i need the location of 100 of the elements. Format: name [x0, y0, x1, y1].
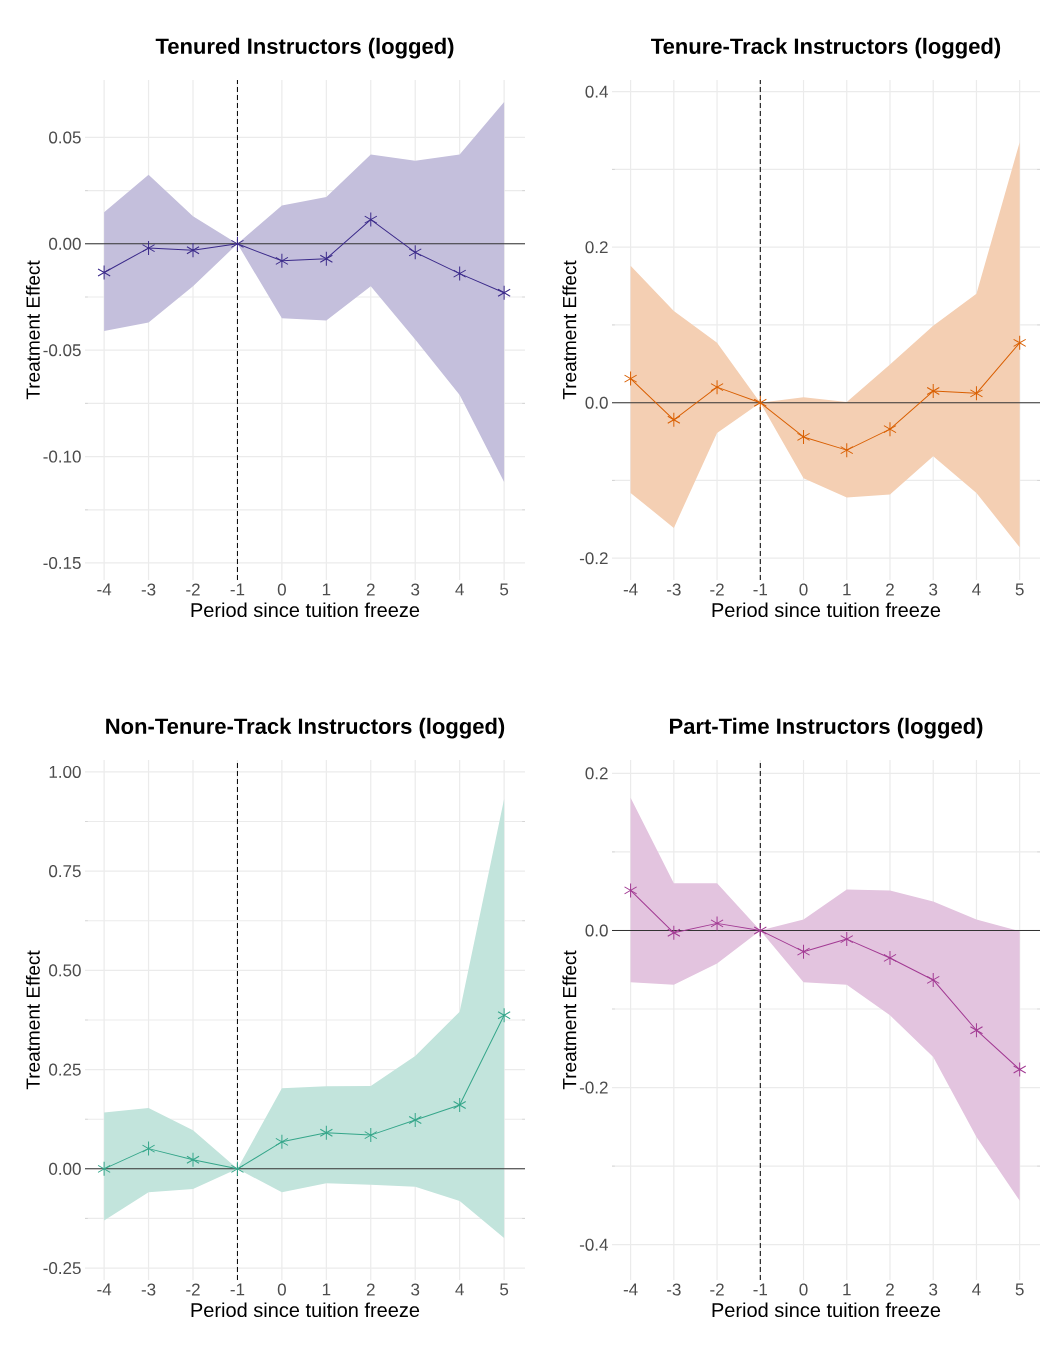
- point: [230, 1161, 245, 1177]
- x-tick-label: -4: [97, 583, 112, 596]
- x-tick-label: 4: [455, 1283, 464, 1296]
- x-tick-label: 0: [799, 1283, 808, 1296]
- x-tick-label: 1: [322, 1283, 331, 1296]
- y-tick-label: -0.2: [579, 552, 608, 565]
- x-tick-label: 5: [1015, 1283, 1024, 1296]
- x-tick-label: 4: [972, 583, 981, 596]
- x-tick-label: 3: [929, 1283, 938, 1296]
- x-tick-label: -2: [186, 583, 200, 596]
- point: [840, 442, 854, 458]
- x-tick-label: 4: [972, 1283, 981, 1296]
- y-tick-label: 0.25: [49, 1063, 81, 1076]
- chart-title: Part-Time Instructors (logged): [669, 717, 983, 739]
- x-tick-label: -4: [623, 583, 638, 596]
- point: [497, 1007, 511, 1023]
- x-tick-label: 1: [843, 583, 851, 596]
- y-axis-title: Treatment Effect: [562, 260, 577, 400]
- y-tick-label: 0.05: [49, 131, 81, 144]
- x-tick-label: 2: [886, 583, 894, 596]
- point: [796, 429, 811, 445]
- point: [710, 915, 724, 931]
- point: [453, 266, 467, 282]
- point: [275, 1134, 289, 1150]
- point: [275, 253, 289, 269]
- point: [840, 931, 854, 947]
- x-tick-label: -1: [753, 583, 768, 596]
- point: [796, 944, 811, 960]
- x-tick-label: 4: [455, 583, 464, 596]
- point: [1013, 1061, 1027, 1077]
- y-tick-label: -0.4: [579, 1238, 608, 1251]
- y-tick-label: -0.10: [43, 450, 81, 463]
- x-tick-label: 1: [843, 1283, 851, 1296]
- x-tick-label: 5: [500, 583, 509, 596]
- x-axis-title: Period since tuition freeze: [191, 602, 420, 618]
- y-tick-label: 1.00: [49, 765, 81, 778]
- x-tick-label: -3: [141, 583, 156, 596]
- point: [408, 244, 422, 260]
- x-axis-title: Period since tuition freeze: [712, 602, 941, 618]
- y-tick-label: 0.00: [49, 1162, 81, 1175]
- point: [883, 950, 897, 966]
- point: [624, 371, 638, 387]
- y-tick-label: 0.0: [585, 396, 608, 409]
- chart-title: Tenure-Track Instructors (logged): [651, 37, 1001, 59]
- x-tick-label: 2: [886, 1283, 894, 1296]
- y-axis-title: Treatment Effect: [562, 950, 577, 1090]
- y-tick-label: -0.2: [579, 1081, 608, 1094]
- point: [1013, 335, 1027, 351]
- y-tick-label: 0.00: [49, 237, 81, 250]
- x-tick-label: 1: [322, 583, 331, 596]
- x-tick-label: -2: [710, 1283, 724, 1296]
- point: [319, 1125, 333, 1141]
- chart-title: Non-Tenure-Track Instructors (logged): [106, 717, 505, 739]
- x-tick-label: -2: [710, 583, 724, 596]
- x-tick-label: -2: [186, 1283, 200, 1296]
- y-axis-title: Treatment Effect: [25, 260, 40, 400]
- point: [710, 379, 724, 395]
- x-axis-title: Period since tuition freeze: [191, 1302, 420, 1318]
- y-tick-label: 0.75: [49, 865, 81, 878]
- point: [926, 972, 940, 988]
- y-tick-label: 0.2: [585, 241, 608, 254]
- x-tick-label: 3: [411, 583, 420, 596]
- point: [453, 1097, 467, 1113]
- point: [667, 925, 681, 941]
- x-tick-label: 2: [366, 1283, 375, 1296]
- point: [497, 285, 511, 301]
- point: [667, 412, 681, 428]
- point: [408, 1112, 422, 1128]
- x-tick-label: 0: [277, 583, 286, 596]
- x-tick-label: -1: [753, 1283, 768, 1296]
- point: [926, 383, 940, 399]
- x-tick-label: -1: [230, 1283, 245, 1296]
- point: [186, 242, 200, 258]
- x-tick-label: -4: [623, 1283, 638, 1296]
- x-tick-label: 3: [929, 583, 938, 596]
- point: [186, 1152, 200, 1168]
- point: [753, 395, 767, 411]
- x-tick-label: 0: [277, 1283, 286, 1296]
- x-tick-label: 0: [799, 583, 808, 596]
- point: [97, 265, 111, 281]
- x-tick-label: 3: [411, 1283, 420, 1296]
- y-tick-label: -0.25: [43, 1262, 81, 1275]
- point: [141, 240, 156, 256]
- y-axis-title: Treatment Effect: [25, 950, 40, 1090]
- point: [969, 385, 984, 401]
- x-tick-label: -3: [141, 1283, 156, 1296]
- y-tick-label: -0.15: [43, 556, 81, 569]
- point: [969, 1022, 984, 1038]
- x-tick-label: -3: [667, 583, 681, 596]
- y-tick-label: 0.2: [585, 767, 608, 780]
- point: [753, 922, 767, 938]
- point: [883, 421, 897, 437]
- x-tick-label: -3: [667, 1283, 681, 1296]
- y-tick-label: 0.50: [49, 964, 81, 977]
- chart-title: Tenured Instructors (logged): [155, 37, 454, 59]
- point: [364, 212, 378, 228]
- point: [230, 236, 245, 252]
- point: [319, 251, 333, 267]
- y-tick-label: 0.0: [585, 924, 608, 937]
- point: [624, 882, 638, 898]
